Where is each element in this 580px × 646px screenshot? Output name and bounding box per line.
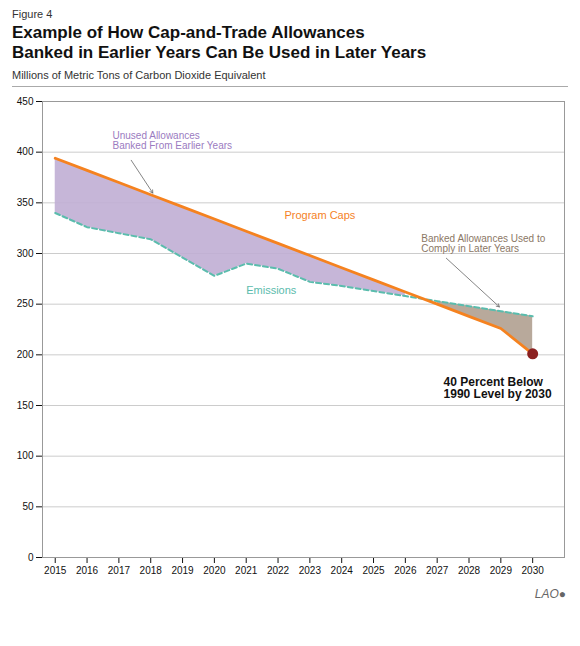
svg-text:2026: 2026 <box>394 564 417 575</box>
svg-text:300: 300 <box>17 247 34 258</box>
svg-text:250: 250 <box>17 298 34 309</box>
svg-text:2020: 2020 <box>203 564 226 575</box>
svg-text:350: 350 <box>17 197 34 208</box>
svg-text:2022: 2022 <box>267 564 290 575</box>
svg-text:400: 400 <box>17 146 34 157</box>
html-text:Example of How Cap-and-Trade A: Example of How Cap-and-Trade Allowances … <box>12 23 427 63</box>
svg-text:Emissions: Emissions <box>246 283 297 295</box>
svg-text:2016: 2016 <box>76 564 99 575</box>
html-text:Figure 4: Figure 4 <box>12 8 53 20</box>
html-text:LAO●: LAO● <box>534 586 566 601</box>
svg-text:450: 450 <box>17 95 34 106</box>
svg-text:2027: 2027 <box>426 564 449 575</box>
svg-text:2025: 2025 <box>362 564 385 575</box>
svg-text:Unused AllowancesBanked From E: Unused AllowancesBanked From Earlier Yea… <box>113 130 233 151</box>
svg-text:200: 200 <box>17 349 34 360</box>
svg-text:2024: 2024 <box>331 564 354 575</box>
svg-text:2028: 2028 <box>458 564 481 575</box>
svg-text:2018: 2018 <box>140 564 163 575</box>
html-text:Millions of Metric Tons of Car: Millions of Metric Tons of Carbon Dioxid… <box>12 68 266 81</box>
svg-text:2021: 2021 <box>235 564 258 575</box>
svg-text:0: 0 <box>28 551 34 562</box>
svg-text:150: 150 <box>17 399 34 410</box>
svg-text:Program Caps: Program Caps <box>284 208 355 220</box>
svg-text:100: 100 <box>17 450 34 461</box>
svg-text:2029: 2029 <box>490 564 513 575</box>
svg-text:50: 50 <box>22 501 34 512</box>
svg-text:2023: 2023 <box>299 564 322 575</box>
svg-text:2030: 2030 <box>522 564 545 575</box>
svg-text:2019: 2019 <box>171 564 194 575</box>
svg-text:Banked Allowances Used toCompl: Banked Allowances Used toComply in Later… <box>421 233 545 254</box>
svg-text:2017: 2017 <box>108 564 131 575</box>
svg-text:2015: 2015 <box>44 564 67 575</box>
svg-text:40 Percent Below1990 Level by: 40 Percent Below1990 Level by 2030 <box>444 374 552 400</box>
